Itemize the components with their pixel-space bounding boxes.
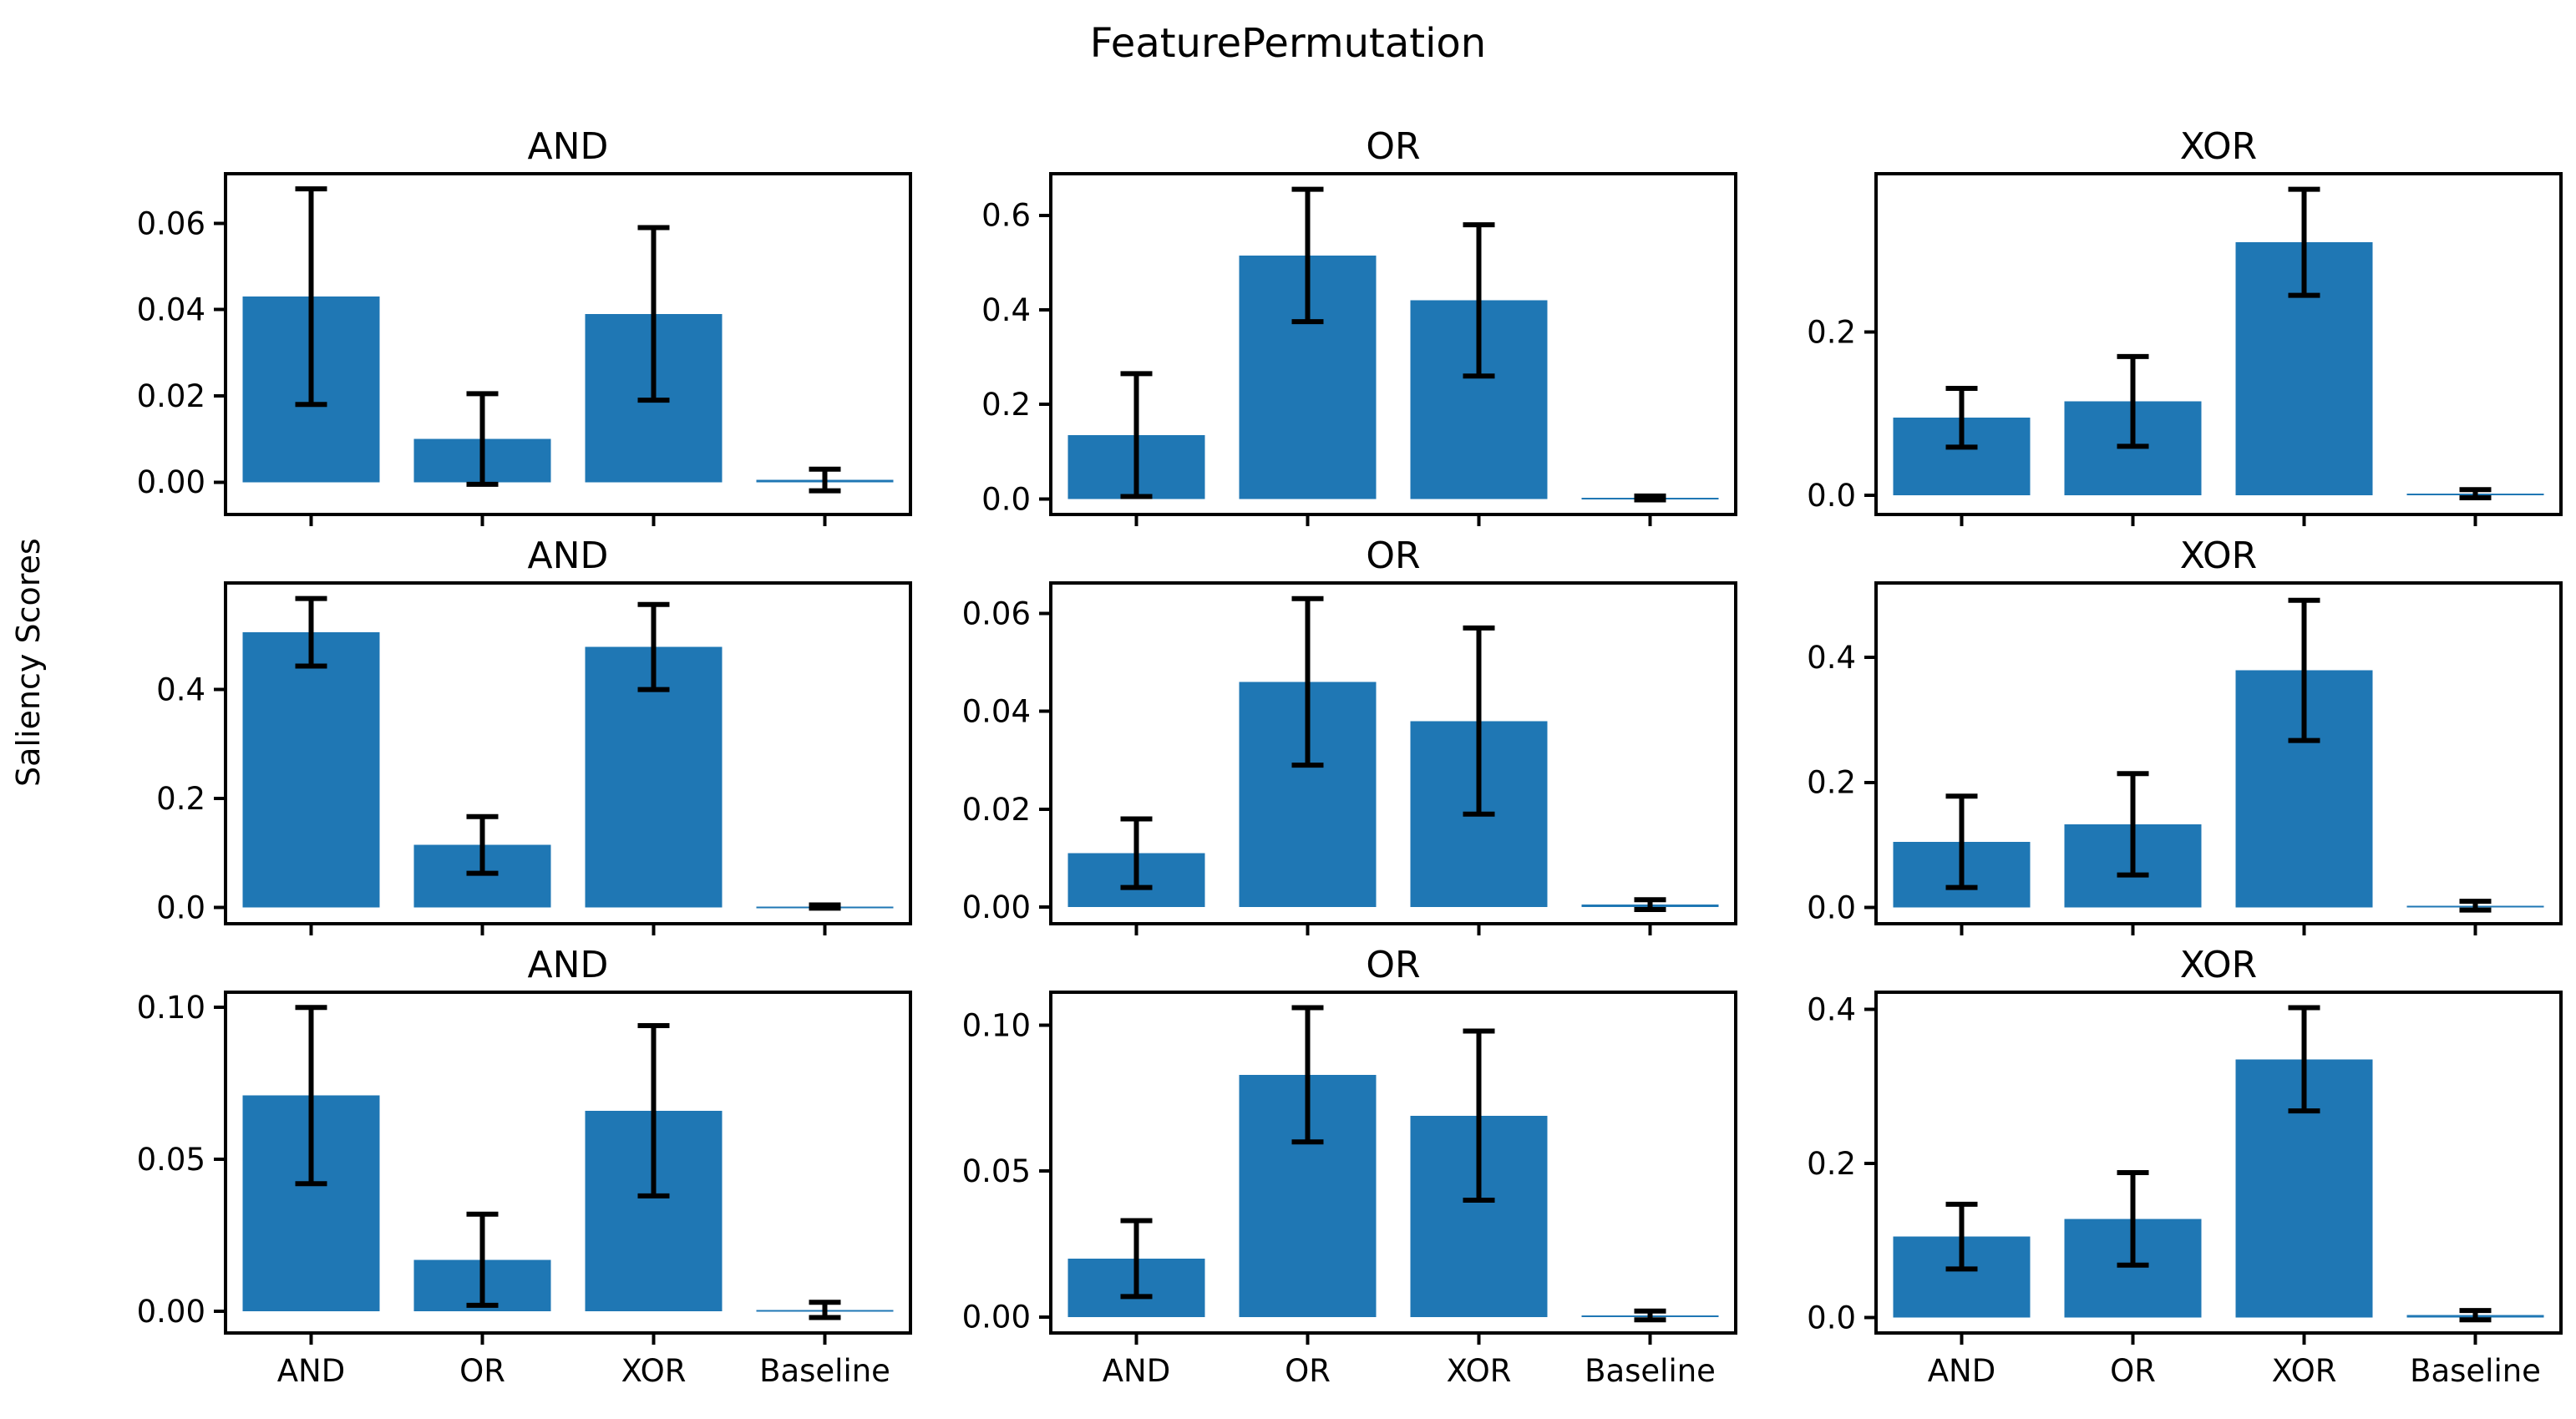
axes-frame [224,991,912,1335]
y-tick-label: 0.06 [962,595,1031,631]
axes-frame [224,581,912,925]
x-tick-label: XOR [1447,1353,1512,1389]
y-tick-label: 0.00 [137,464,205,500]
y-tick-label: 0.0 [156,890,205,926]
y-tick-label: 0.2 [156,781,205,817]
y-tick-label: 0.06 [137,205,205,241]
subplot-0-0: AND 0.00 0.02 0.04 0.06 [137,125,912,526]
subplot-2-0: AND AND OR XOR Baseline 0.00 0.05 0.10 [137,944,912,1389]
x-tick-label: AND [1103,1353,1170,1389]
axes-frame [1049,581,1737,925]
y-tick-label: 0.6 [981,198,1031,234]
y-tick-label: 0.2 [981,387,1031,423]
y-tick-label: 0.02 [137,378,205,414]
subplot-title: XOR [2180,125,2258,168]
y-tick-label: 0.4 [156,672,205,708]
x-tick-label: Baseline [1585,1353,1716,1389]
subplot-title: OR [1366,535,1420,577]
y-tick-label: 0.04 [962,694,1031,730]
subplot-title: XOR [2180,944,2258,986]
y-tick-label: 0.4 [1807,640,1856,676]
y-tick-label: 0.05 [962,1153,1031,1189]
axes-frame [224,172,912,516]
subplot-2-2: XOR AND OR XOR Baseline 0.0 0.2 0.4 [1807,944,2563,1389]
subplot-0-1: OR 0.0 0.2 0.4 0.6 [981,125,1737,526]
x-tick-label: AND [277,1353,345,1389]
axes-frame [1049,991,1737,1335]
y-tick-label: 0.0 [1807,1300,1856,1335]
subplot-title: XOR [2180,535,2258,577]
y-tick-label: 0.02 [962,792,1031,828]
y-tick-label: 0.00 [962,889,1031,925]
y-tick-label: 0.4 [1807,991,1856,1027]
y-tick-label: 0.05 [137,1142,205,1178]
axes-frame [1874,991,2563,1335]
y-tick-label: 0.0 [981,481,1031,517]
subplot-1-1: OR 0.00 0.02 0.04 0.06 [962,535,1737,935]
subplot-title: OR [1366,944,1420,986]
x-tick-label: Baseline [759,1353,890,1389]
y-tick-label: 0.2 [1807,1146,1856,1182]
y-axis-label: Saliency Scores [10,538,47,787]
x-tick-label: OR [2110,1353,2156,1389]
x-tick-label: Baseline [2410,1353,2541,1389]
axes-frame [1049,172,1737,516]
subplot-title: AND [528,125,609,168]
bar-and [242,632,380,908]
y-tick-label: 0.4 [981,292,1031,328]
figure-title: FeaturePermutation [1089,20,1487,67]
axes-frame [1874,172,2563,516]
y-tick-label: 0.00 [962,1300,1031,1335]
y-tick-label: 0.0 [1807,478,1856,514]
axes-frame [1874,581,2563,925]
subplot-title: AND [528,535,609,577]
subplot-1-0: AND 0.0 0.2 0.4 [156,535,912,935]
y-tick-label: 0.04 [137,292,205,328]
y-tick-label: 0.10 [137,990,205,1026]
y-tick-label: 0.2 [1807,315,1856,351]
y-tick-label: 0.10 [962,1007,1031,1043]
x-tick-label: XOR [621,1353,687,1389]
y-tick-label: 0.00 [137,1294,205,1330]
x-tick-label: OR [459,1353,505,1389]
y-tick-label: 0.2 [1807,765,1856,801]
subplot-1-2: XOR 0.0 0.2 0.4 [1807,535,2563,935]
subplot-2-1: OR AND OR XOR Baseline 0.00 0.05 0.10 [962,944,1737,1389]
x-tick-label: AND [1928,1353,1995,1389]
subplot-title: OR [1366,125,1420,168]
subplot-0-2: XOR 0.0 0.2 [1807,125,2563,526]
y-tick-label: 0.0 [1807,890,1856,926]
x-tick-label: XOR [2272,1353,2337,1389]
x-tick-label: OR [1285,1353,1331,1389]
subplot-title: AND [528,944,609,986]
